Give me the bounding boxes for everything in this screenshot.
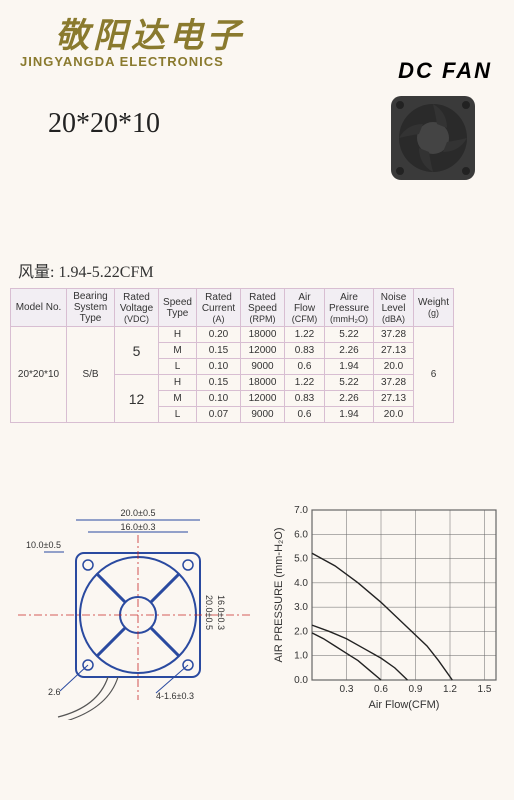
- svg-text:2.0: 2.0: [294, 626, 308, 637]
- svg-text:1.5: 1.5: [478, 684, 492, 695]
- cell-noise: 27.13: [374, 343, 414, 359]
- svg-text:5.0: 5.0: [294, 554, 308, 565]
- col-model: Model No.: [11, 289, 67, 327]
- cell-current: 0.15: [197, 375, 241, 391]
- cell-voltage: 12: [115, 375, 159, 423]
- cell-speed-type: L: [159, 407, 197, 423]
- cell-flow: 0.83: [285, 343, 325, 359]
- airflow-label: 风量: 1.94-5.22CFM: [18, 258, 154, 282]
- svg-text:1.2: 1.2: [443, 684, 457, 695]
- cell-flow: 0.83: [285, 391, 325, 407]
- table-row: 20*20*10S/B5H0.20180001.225.2237.286: [11, 327, 454, 343]
- cell-speed-type: M: [159, 391, 197, 407]
- cell-current: 0.10: [197, 391, 241, 407]
- spec-table: Model No. Bearing System Type Rated Volt…: [10, 288, 454, 423]
- cell-flow: 1.22: [285, 375, 325, 391]
- col-speed-type: Speed Type: [159, 289, 197, 327]
- cell-rpm: 12000: [241, 391, 285, 407]
- cell-rpm: 12000: [241, 343, 285, 359]
- table-header-row: Model No. Bearing System Type Rated Volt…: [11, 289, 454, 327]
- cell-noise: 20.0: [374, 359, 414, 375]
- cell-pressure: 1.94: [325, 407, 374, 423]
- cell-flow: 1.22: [285, 327, 325, 343]
- airflow-key: 风量:: [18, 264, 54, 281]
- col-noise: Noise Level(dBA): [374, 289, 414, 327]
- svg-text:0.9: 0.9: [409, 684, 423, 695]
- cell-rpm: 9000: [241, 359, 285, 375]
- svg-text:0.0: 0.0: [294, 675, 308, 686]
- technical-drawing: 20.0±0.516.0±0.310.0±0.520.0±0.516.0±0.3…: [18, 500, 253, 720]
- col-flow: Air Flow(CFM): [285, 289, 325, 327]
- header: 敬阳达电子 JINGYANGDA ELECTRONICS DC FAN 20*2…: [0, 0, 514, 170]
- svg-text:6.0: 6.0: [294, 529, 308, 540]
- svg-text:2.6: 2.6: [48, 687, 61, 697]
- performance-chart: 0.0 1.0 2.0 3.0 4.0 5.0 6.0 7.0 0.3 0.6 0.9 1.2 1.5 A…: [268, 500, 506, 720]
- col-weight: Weight(g): [414, 289, 454, 327]
- svg-text:AIR PRESSURE (mm-H₂O): AIR PRESSURE (mm-H₂O): [273, 527, 285, 662]
- cell-pressure: 5.22: [325, 375, 374, 391]
- company-name-cn: 敬阳达电子: [55, 8, 245, 57]
- col-current: Rated Current(A): [197, 289, 241, 327]
- svg-text:0.3: 0.3: [340, 684, 354, 695]
- cell-model: 20*20*10: [11, 327, 67, 423]
- cell-noise: 37.28: [374, 375, 414, 391]
- svg-text:16.0±0.3: 16.0±0.3: [121, 522, 156, 532]
- col-rpm: Rated Speed(RPM): [241, 289, 285, 327]
- cell-noise: 20.0: [374, 407, 414, 423]
- cell-rpm: 9000: [241, 407, 285, 423]
- cell-pressure: 2.26: [325, 343, 374, 359]
- svg-text:4.0: 4.0: [294, 578, 308, 589]
- svg-text:3.0: 3.0: [294, 602, 308, 613]
- cell-flow: 0.6: [285, 359, 325, 375]
- product-dimensions: 20*20*10: [48, 108, 160, 140]
- col-voltage: Rated Voltage(VDC): [115, 289, 159, 327]
- cell-pressure: 1.94: [325, 359, 374, 375]
- cell-current: 0.20: [197, 327, 241, 343]
- cell-speed-type: H: [159, 327, 197, 343]
- col-bearing: Bearing System Type: [67, 289, 115, 327]
- svg-text:0.6: 0.6: [374, 684, 388, 695]
- cell-current: 0.10: [197, 359, 241, 375]
- svg-text:10.0±0.5: 10.0±0.5: [26, 540, 61, 550]
- cell-voltage: 5: [115, 327, 159, 375]
- svg-text:20.0±0.5: 20.0±0.5: [204, 595, 214, 630]
- cell-rpm: 18000: [241, 375, 285, 391]
- svg-text:7.0: 7.0: [294, 505, 308, 516]
- cell-pressure: 5.22: [325, 327, 374, 343]
- svg-text:Air Flow(CFM): Air Flow(CFM): [369, 699, 440, 711]
- cell-pressure: 2.26: [325, 391, 374, 407]
- cell-current: 0.15: [197, 343, 241, 359]
- cell-speed-type: L: [159, 359, 197, 375]
- airflow-value: 1.94-5.22CFM: [58, 264, 153, 281]
- svg-text:1.0: 1.0: [294, 651, 308, 662]
- cell-bearing: S/B: [67, 327, 115, 423]
- cell-speed-type: H: [159, 375, 197, 391]
- svg-text:16.0±0.3: 16.0±0.3: [216, 595, 226, 630]
- product-label: DC FAN: [398, 58, 492, 84]
- fan-photo: [387, 92, 479, 184]
- svg-text:4-1.6±0.3: 4-1.6±0.3: [156, 691, 194, 701]
- company-name-en: JINGYANGDA ELECTRONICS: [20, 54, 224, 69]
- cell-rpm: 18000: [241, 327, 285, 343]
- cell-weight: 6: [414, 327, 454, 423]
- svg-text:20.0±0.5: 20.0±0.5: [121, 508, 156, 518]
- col-pressure: Aire Pressure(mmH₂O): [325, 289, 374, 327]
- cell-flow: 0.6: [285, 407, 325, 423]
- cell-noise: 27.13: [374, 391, 414, 407]
- cell-noise: 37.28: [374, 327, 414, 343]
- cell-current: 0.07: [197, 407, 241, 423]
- cell-speed-type: M: [159, 343, 197, 359]
